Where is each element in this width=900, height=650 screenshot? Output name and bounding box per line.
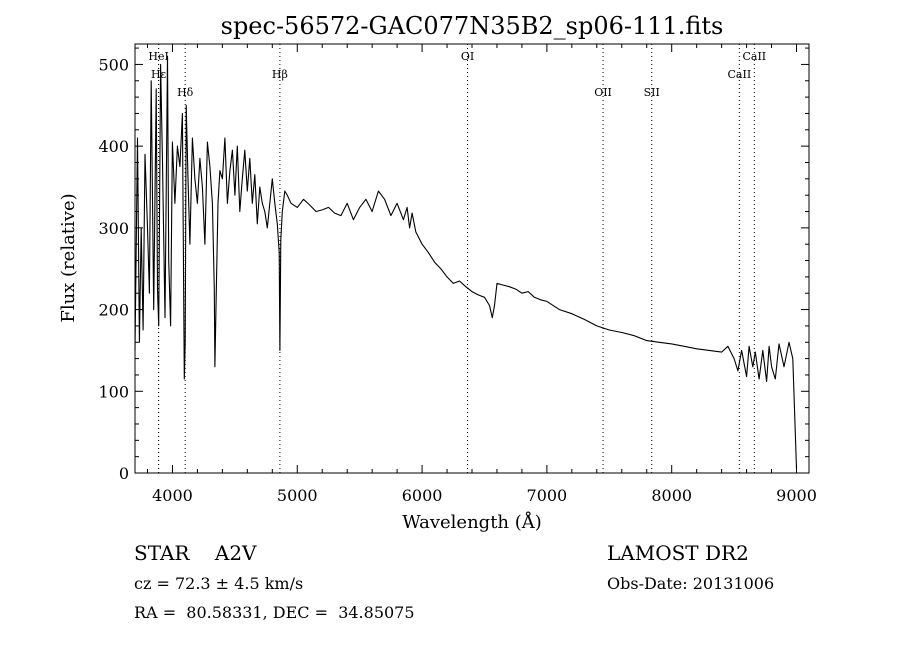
spectrum-series-line — [134, 55, 798, 469]
object-type: STAR — [134, 541, 190, 565]
plot-frame — [134, 43, 810, 474]
y-tick-label: 300 — [98, 219, 129, 238]
chart-title: spec-56572-GAC077N35B2_sp06-111.fits — [221, 12, 724, 40]
y-tick-label: 200 — [98, 301, 129, 320]
x-tick-label: 5000 — [277, 486, 318, 505]
star-classification: STAR A2V — [134, 541, 257, 565]
y-tick-label: 100 — [98, 382, 129, 401]
spectral-line-label: OI — [461, 50, 474, 63]
x-tick-label: 7000 — [527, 486, 568, 505]
subclass: A2V — [214, 541, 257, 565]
x-tick-label: 8000 — [651, 486, 692, 505]
y-tick-label: 0 — [119, 464, 129, 483]
observation-date: Obs-Date: 20131006 — [607, 574, 775, 593]
survey-name: LAMOST DR2 — [607, 541, 749, 565]
redshift-value: cz = 72.3 ± 4.5 km/s — [134, 574, 304, 593]
spectral-line-label: Hδ — [177, 86, 194, 99]
spectral-line-label: Hε — [151, 68, 167, 81]
spectral-line-label: HeI — [148, 50, 168, 63]
y-tick-label: 500 — [98, 55, 129, 74]
x-tick-label: 9000 — [776, 486, 817, 505]
spectral-line-label: CaII — [728, 68, 752, 81]
spectral-line-label: CaII — [742, 50, 766, 63]
x-axis-label: Wavelength (Å) — [402, 511, 542, 533]
x-tick-label: 6000 — [402, 486, 443, 505]
x-tick-label: 4000 — [152, 486, 193, 505]
spectral-line-label: Hβ — [272, 68, 288, 81]
y-axis-label: Flux (relative) — [58, 193, 79, 322]
spectral-line-label: OII — [594, 86, 612, 99]
y-tick-label: 400 — [98, 137, 129, 156]
spectral-line-label: SII — [644, 86, 660, 99]
coordinates: RA = 80.58331, DEC = 34.85075 — [134, 603, 415, 622]
